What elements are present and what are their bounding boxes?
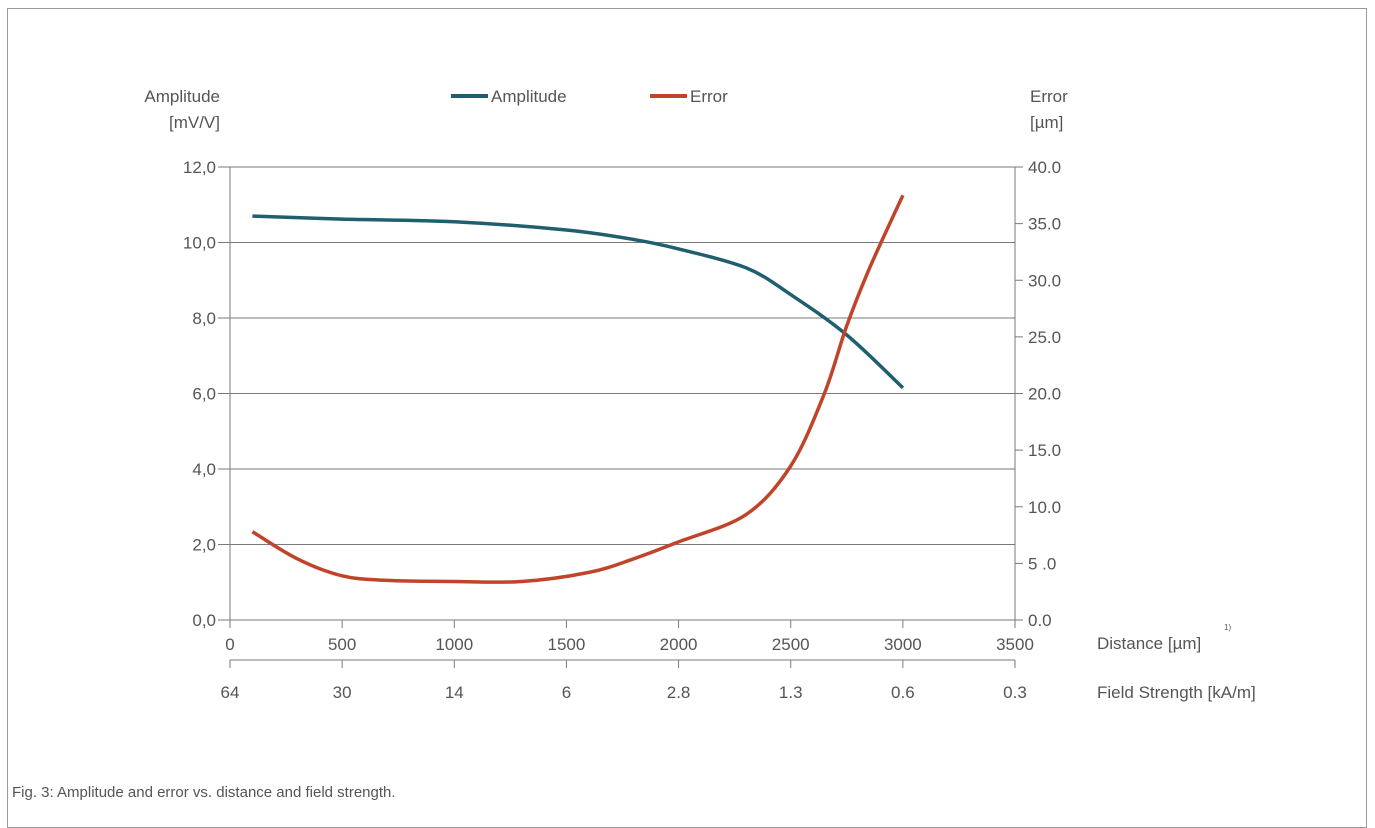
ticks: 0,0 2,0 4,0 6,0 8,0 10,0 12,0 0.0 5 .0 10.0 15.0 20… [183, 158, 1061, 702]
left-axis-title-line1: Amplitude [144, 87, 220, 106]
left-tick-label: 2,0 [192, 536, 216, 555]
x2-tick-label: 1.3 [779, 683, 803, 702]
series [251, 194, 905, 584]
left-tick-label: 4,0 [192, 460, 216, 479]
series-line-error [251, 194, 905, 584]
right-tick-label: 30.0 [1028, 271, 1061, 290]
x-axis-title: Distance [µm] [1097, 634, 1201, 653]
x-tick-label: 1000 [435, 635, 473, 654]
x2-tick-label: 6 [562, 683, 571, 702]
legend-label-error: Error [690, 87, 728, 106]
right-tick-label: 35.0 [1028, 215, 1061, 234]
x-tick-label: 3000 [884, 635, 922, 654]
x2-tick-label: 0.3 [1003, 683, 1027, 702]
legend: Amplitude Error [451, 87, 728, 106]
figure-caption: Fig. 3: Amplitude and error vs. distance… [12, 784, 396, 801]
x-tick-label: 1500 [548, 635, 586, 654]
axes [229, 167, 1016, 661]
right-axis-title-line2: [µm] [1030, 113, 1063, 132]
right-tick-label: 10.0 [1028, 498, 1061, 517]
x2-tick-label: 14 [445, 683, 464, 702]
right-tick-label: 20.0 [1028, 385, 1061, 404]
x-tick-label: 500 [328, 635, 356, 654]
legend-label-amplitude: Amplitude [491, 87, 567, 106]
grid [230, 166, 1015, 545]
x-axis-footnote: 1) [1224, 623, 1231, 632]
x2-tick-label: 64 [221, 683, 240, 702]
right-tick-label: 5 .0 [1028, 554, 1056, 573]
x-tick-label: 2000 [660, 635, 698, 654]
right-tick-label: 25.0 [1028, 328, 1061, 347]
x2-tick-label: 30 [333, 683, 352, 702]
left-tick-label: 12,0 [183, 158, 216, 177]
x-tick-label: 3500 [996, 635, 1034, 654]
x2-axis-title: Field Strength [kA/m] [1097, 683, 1256, 702]
left-tick-label: 8,0 [192, 309, 216, 328]
left-tick-label: 0,0 [192, 611, 216, 630]
x-tick-label: 0 [225, 635, 234, 654]
left-tick-label: 10,0 [183, 234, 216, 253]
left-tick-label: 6,0 [192, 385, 216, 404]
right-axis-title-line1: Error [1030, 87, 1068, 106]
x2-tick-label: 2.8 [667, 683, 691, 702]
left-axis-title-line2: [mV/V] [169, 113, 220, 132]
right-tick-label: 40.0 [1028, 158, 1061, 177]
series-line-amplitude [252, 214, 905, 390]
x-tick-label: 2500 [772, 635, 810, 654]
right-tick-label: 0.0 [1028, 611, 1052, 630]
x2-tick-label: 0.6 [891, 683, 915, 702]
right-tick-label: 15.0 [1028, 441, 1061, 460]
